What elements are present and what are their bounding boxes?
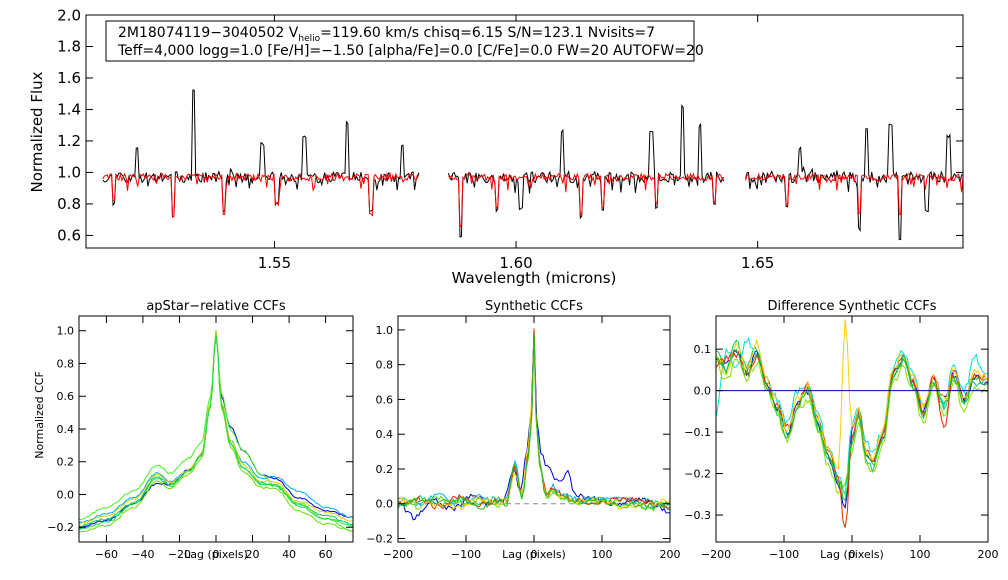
apstar-ccf-x-tick-label: 40 [282,548,296,561]
spectrum-series-group [102,89,963,241]
synthetic-ccf-x-tick-label: 100 [592,548,613,561]
apstar-ccf-y-tick-label: −0.2 [47,521,74,534]
synthetic-ccf-visit-7-line [398,333,670,510]
apstar-ccf-visit-7-line [79,334,353,530]
spectrum-y-tick-label: 1.8 [57,38,81,56]
spectrum-annotation-box [105,20,695,62]
apstar-ccf-y-tick-label: 0.8 [57,357,75,370]
synthetic-ccf-x-axis-label: Lag (pixels) [502,548,566,561]
spectrum-y-tick-label: 0.8 [57,195,81,213]
synthetic-ccf-y-tick-label: 1.0 [376,324,394,337]
apstar-ccf-x-tick-label: −60 [95,548,118,561]
synthetic-ccf-y-tick-label: 0.2 [376,463,394,476]
difference-ccf-x-axis-label: Lag (pixels) [820,548,884,561]
spectrum-panel: 1.55 1.60 1.65 0.6 0.8 1.0 1.2 1.4 1.6 1.8 2.0 Wav… [28,6,964,287]
apstar-ccf-x-tick-label: 20 [246,548,260,561]
apstar-ccf-y-tick-label: 0.0 [57,488,75,501]
spectrum-x-tick-label: 1.55 [258,254,291,272]
apstar-ccf-series-group [79,330,353,534]
difference-ccf-x-tick-label: 100 [910,548,931,561]
difference-ccf-y-tick-label: −0.2 [684,467,711,480]
synthetic-ccf-x-tick-label: 200 [660,548,681,561]
spectrum-y-tick-label: 1.0 [57,164,81,182]
difference-ccf-series-group [716,319,988,528]
synthetic-ccf-y-tick-label: −0.2 [366,532,393,545]
difference-ccf-panel: Difference Synthetic CCFs −200 −100 0 100 20… [684,299,998,561]
difference-ccf-y-tick-label: 0.1 [694,343,712,356]
difference-ccf-ticks: −200 −100 0 100 200 −0.3 −0.2 −0.1 0.0 0.1 [684,316,999,561]
difference-ccf-x-tick-label: 200 [978,548,999,561]
spectrum-annotation-line-2: Teff=4,000 logg=1.0 [Fe/H]=−1.50 [alpha/… [117,43,704,59]
synthetic-ccf-x-tick-label: −100 [451,548,481,561]
apstar-ccf-y-tick-label: 1.0 [57,325,75,338]
apstar-ccf-title: apStar−relative CCFs [146,299,286,314]
synthetic-ccf-x-tick-label: 0 [531,548,538,561]
spectrum-y-tick-label: 1.4 [57,101,81,119]
annotation-star-id: 2M18074119−3040502 V [118,25,299,41]
apstar-ccf-x-tick-label: 0 [213,548,220,561]
spectrum-x-tick-label: 1.65 [741,254,774,272]
spectrum-model-chip-2-line [448,172,725,229]
annotation-vhelio-subscript: helio [298,34,320,44]
difference-ccf-x-tick-label: −200 [701,548,731,561]
annotation-stats: =119.60 km/s chisq=6.15 S/N=123.1 Nvisit… [320,25,655,41]
spectrum-model-chip-1-line [102,171,420,218]
spectrum-axes-frame [85,14,964,249]
spectrum-y-tick-label: 1.6 [57,69,81,87]
apstar-ccf-y-tick-label: 0.6 [57,390,75,403]
synthetic-ccf-y-tick-label: 0.6 [376,393,394,406]
spectrum-x-axis-label: Wavelength (microns) [452,269,617,287]
synthetic-ccf-y-tick-label: 0.8 [376,359,394,372]
difference-ccf-title: Difference Synthetic CCFs [767,299,936,314]
apstar-ccf-y-tick-label: 0.2 [57,456,75,469]
synthetic-ccf-y-tick-label: 0.0 [376,498,394,511]
apstar-ccf-x-tick-label: −40 [131,548,154,561]
difference-ccf-x-tick-label: 0 [849,548,856,561]
spectrum-x-tick-label: 1.60 [499,254,532,272]
apstar-ccf-visit-6-line [79,332,353,525]
apstar-ccf-panel: apStar−relative CCFs −60 −40 −20 0 20 40 60 −0.… [33,299,354,561]
difference-ccf-visit-4-line [716,358,988,495]
difference-ccf-x-tick-label: −100 [769,548,799,561]
difference-ccf-visit-7-line [716,348,988,502]
apstar-ccf-x-tick-label: 60 [319,548,333,561]
difference-ccf-y-tick-label: −0.3 [684,509,711,522]
apstar-ccf-visit-4-line [79,330,353,534]
synthetic-ccf-y-tick-label: 0.4 [376,428,394,441]
spectrum-y-tick-label: 2.0 [57,6,81,24]
difference-ccf-visit-6-line [716,319,988,470]
spectrum-y-tick-label: 0.6 [57,227,81,245]
difference-ccf-y-tick-label: 0.0 [694,384,712,397]
apstar-ccf-ticks: −60 −40 −20 0 20 40 60 −0.2 0.0 0.2 0.4 0.6 0.8 1.0 [47,316,353,561]
spectrum-annotation-line-1: 2M18074119−3040502 Vhelio=119.60 km/s ch… [118,25,655,44]
spectrum-observed-chip-1-line [102,89,420,219]
synthetic-ccf-series-group [398,328,670,521]
apstar-ccf-y-tick-label: 0.4 [57,423,75,436]
spectrum-ticks: 1.55 1.60 1.65 0.6 0.8 1.0 1.2 1.4 1.6 1.8 2.0 [57,6,963,272]
difference-ccf-y-tick-label: −0.1 [684,426,711,439]
synthetic-ccf-panel: Synthetic CCFs −200 −100 0 100 200 −0.2 0.0 0.2… [366,299,680,561]
apstar-ccf-x-axis-label: Lag (pixels) [184,548,248,561]
spectrum-y-tick-label: 1.2 [57,132,81,150]
synthetic-ccf-x-tick-label: −200 [383,548,413,561]
spectrum-model-chip-3-line [745,172,963,217]
spectrum-y-axis-label: Normalized Flux [28,71,46,192]
apstar-ccf-y-axis-label: Normalized CCF [33,371,46,459]
synthetic-ccf-ticks: −200 −100 0 100 200 −0.2 0.0 0.2 0.4 0.6 0.8 1.0 [366,316,681,561]
apstar-ccf-x-tick-label: −20 [168,548,191,561]
synthetic-ccf-title: Synthetic CCFs [485,299,583,314]
